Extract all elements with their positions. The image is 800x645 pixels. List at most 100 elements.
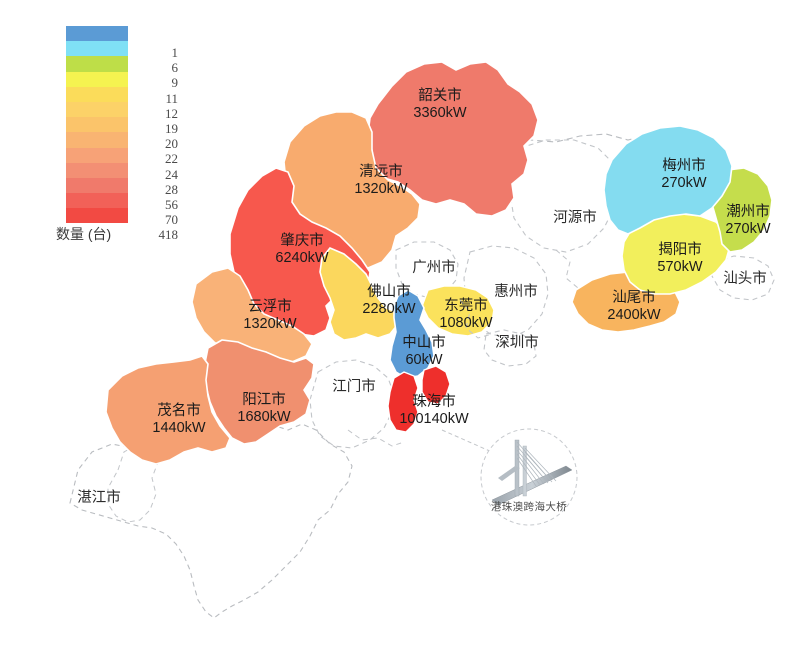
region-value-chaozhou: 270kW [725, 221, 771, 238]
legend: 1 6 9 11 12 19 20 22 24 28 56 70 418 数量 (台) [56, 26, 186, 242]
region-label-yunfu[interactable]: 云浮市 1320kW [210, 299, 330, 333]
region-name-jiangmen: 江门市 [332, 379, 376, 395]
legend-band-11 [66, 193, 128, 209]
region-label-foshan[interactable]: 佛山市 2280kW [329, 284, 449, 318]
legend-band-9 [66, 162, 128, 178]
region-name-zhaoqing: 肇庆市 [280, 233, 324, 249]
inner-borders-layer [347, 249, 579, 447]
legend-tick-3: 11 [165, 90, 178, 106]
region-label-shenzhen[interactable]: 深圳市 [457, 335, 577, 352]
bridge-inset-caption: 港珠澳跨海大桥 [490, 501, 568, 513]
region-label-meizhou[interactable]: 梅州市 270kW [624, 158, 744, 192]
legend-band-8 [66, 147, 128, 163]
region-name-foshan: 佛山市 [367, 284, 411, 300]
legend-tick-11: 70 [165, 212, 178, 228]
region-foshan[interactable] [319, 247, 399, 341]
region-shaoguan[interactable] [367, 61, 539, 217]
legend-band-5 [66, 101, 128, 118]
region-label-chaozhou[interactable]: 潮州市 270kW [688, 204, 800, 238]
legend-tick-10: 56 [165, 196, 178, 212]
inner-border-a [459, 299, 493, 339]
legend-band-7 [66, 132, 128, 148]
legend-tick-4: 12 [165, 105, 178, 121]
region-maoming[interactable] [105, 355, 231, 465]
region-value-yunfu: 1320kW [243, 316, 297, 333]
region-label-dongguan[interactable]: 东莞市 1080kW [406, 298, 526, 332]
legend-band-3 [66, 71, 128, 87]
region-label-qingyuan[interactable]: 清远市 1320kW [321, 164, 441, 198]
region-name-guangzhou: 广州市 [412, 260, 456, 276]
region-value-meizhou: 270kW [661, 175, 707, 192]
legend-tick-8: 24 [165, 166, 178, 182]
inner-border-b [555, 249, 579, 289]
region-name-qingyuan: 清远市 [359, 164, 403, 180]
region-name-huizhou: 惠州市 [494, 284, 538, 300]
legend-tick-1: 6 [171, 60, 179, 76]
region-value-yangjiang: 1680kW [237, 409, 291, 426]
inner-border-c [347, 429, 405, 447]
legend-band-1 [66, 41, 128, 57]
region-value-qingyuan: 1320kW [354, 181, 408, 198]
region-label-zhaoqing[interactable]: 肇庆市 6240kW [242, 233, 362, 267]
region-value-dongguan: 1080kW [439, 315, 493, 332]
legend-tick-7: 22 [165, 151, 178, 167]
legend-band-0 [66, 26, 128, 42]
region-name-yangjiang: 阳江市 [242, 392, 286, 408]
region-name-jieyang: 揭阳市 [658, 242, 702, 258]
region-label-zhongshan[interactable]: 中山市 60kW [364, 335, 484, 369]
region-label-zhuhai[interactable]: 珠海市 100140kW [374, 394, 494, 428]
callout-leader-line [441, 429, 493, 453]
region-name-maoming: 茂名市 [157, 403, 201, 419]
region-zhuhai[interactable] [387, 365, 451, 433]
region-yangjiang[interactable] [203, 339, 315, 445]
legend-tick-6: 20 [165, 136, 178, 152]
region-label-jiangmen[interactable]: 江门市 [294, 379, 414, 396]
region-label-heyuan[interactable]: 河源市 [515, 210, 635, 227]
legend-tick-5: 19 [165, 120, 178, 136]
region-name-yunfu: 云浮市 [248, 299, 292, 315]
legend-tick-9: 28 [165, 181, 178, 197]
legend-band-4 [66, 86, 128, 102]
bridge-inset[interactable]: 港珠澳跨海大桥 [470, 428, 588, 526]
shenzhen-outline [483, 329, 537, 367]
region-label-shantou[interactable]: 汕头市 [685, 271, 800, 288]
region-dongguan[interactable] [421, 285, 495, 337]
legend-band-10 [66, 177, 128, 194]
region-label-guangzhou[interactable]: 广州市 [374, 260, 494, 277]
province-outline [69, 393, 353, 619]
heyuan-outline [509, 139, 619, 253]
region-meizhou[interactable] [603, 125, 733, 235]
legend-tick-2: 9 [171, 75, 179, 91]
region-name-shaoguan: 韶关市 [418, 88, 462, 104]
region-name-shantou: 汕头市 [723, 271, 767, 287]
region-value-jieyang: 570kW [657, 259, 703, 276]
region-name-heyuan: 河源市 [553, 210, 597, 226]
region-yunfu[interactable] [191, 267, 313, 363]
regions-layer[interactable] [105, 61, 773, 465]
region-label-jieyang[interactable]: 揭阳市 570kW [620, 242, 740, 276]
region-name-zhongshan: 中山市 [402, 335, 446, 351]
region-label-yangjiang[interactable]: 阳江市 1680kW [204, 392, 324, 426]
region-value-foshan: 2280kW [362, 301, 416, 318]
legend-band-12 [66, 208, 128, 224]
region-value-maoming: 1440kW [152, 420, 206, 437]
guangzhou-outline [395, 241, 459, 299]
region-label-zhanjiang[interactable]: 湛江市 [39, 490, 159, 507]
legend-color-bar [66, 26, 128, 224]
legend-band-6 [66, 117, 128, 133]
legend-tick-list: 1 6 9 11 12 19 20 22 24 28 56 70 418 [134, 45, 182, 242]
region-label-shaoguan[interactable]: 韶关市 3360kW [380, 88, 500, 122]
region-name-meizhou: 梅州市 [662, 158, 706, 174]
region-name-shenzhen: 深圳市 [495, 335, 539, 351]
legend-band-2 [66, 56, 128, 72]
callout-layer [441, 428, 578, 526]
region-name-dongguan: 东莞市 [444, 298, 488, 314]
region-name-shanwei: 汕尾市 [612, 290, 656, 306]
region-value-zhaoqing: 6240kW [275, 250, 329, 267]
region-label-maoming[interactable]: 茂名市 1440kW [119, 403, 239, 437]
region-label-huizhou[interactable]: 惠州市 [456, 284, 576, 301]
region-name-zhuhai: 珠海市 [412, 394, 456, 410]
region-value-zhongshan: 60kW [405, 352, 443, 369]
region-label-shanwei[interactable]: 汕尾市 2400kW [574, 290, 694, 324]
